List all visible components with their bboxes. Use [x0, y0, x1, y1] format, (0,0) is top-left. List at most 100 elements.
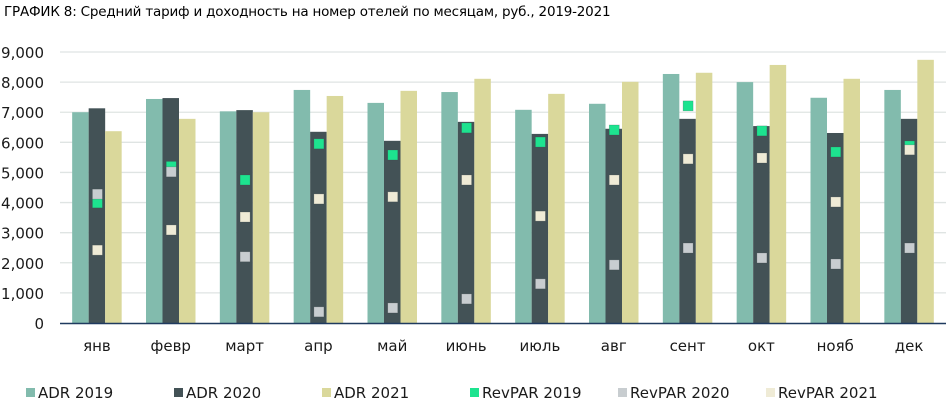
bars: [72, 59, 934, 324]
bar-adr-2019: [72, 112, 89, 323]
gridlines: [60, 51, 946, 294]
y-tick-label: 5,000: [1, 164, 44, 182]
y-tick-label: 3,000: [1, 225, 44, 243]
x-category-label: сент: [670, 337, 706, 355]
legend-label: RevPAR 2019: [482, 384, 582, 402]
x-category-label: нояб: [817, 337, 854, 355]
bar-adr-2020: [384, 140, 401, 323]
x-category-label: май: [377, 337, 407, 355]
marker-revpar-2020: [92, 188, 103, 200]
y-tick-label: 6,000: [1, 134, 44, 152]
bar-adr-2019: [515, 109, 532, 324]
bar-adr-2021: [622, 81, 639, 323]
marker-revpar-2021: [830, 196, 842, 208]
bar-adr-2020: [531, 133, 549, 323]
legend-item: RevPAR 2021: [766, 384, 878, 402]
marker-revpar-2020: [313, 306, 325, 318]
bar-adr-2020: [88, 108, 106, 324]
x-category-label: авг: [601, 337, 627, 355]
y-axis-ticks: 0 1,000 2,000 3,000 4,000 5,000 6,000 7,000 8,00…: [1, 44, 44, 333]
chart-title: ГРАФИК 8: Средний тариф и доходность на …: [4, 4, 611, 20]
x-category-label: июнь: [446, 337, 487, 355]
bar-adr-2021: [548, 93, 565, 323]
marker-revpar-2021: [608, 174, 620, 186]
x-category-label: июль: [520, 337, 561, 355]
bar-adr-2019: [810, 97, 827, 323]
marker-revpar-2019: [608, 124, 620, 136]
marker-revpar-2020: [239, 251, 251, 263]
bar-adr-2021: [400, 90, 417, 324]
bar-adr-2020: [753, 126, 770, 323]
y-tick-label: 1,000: [1, 285, 44, 303]
y-tick-label: 7,000: [1, 104, 44, 122]
bar-adr-2019: [736, 82, 754, 323]
x-category-label: янв: [83, 337, 111, 355]
y-tick-label: 4,000: [1, 195, 44, 213]
legend-item: RevPAR 2019: [470, 384, 582, 402]
bar-adr-2021: [105, 131, 122, 323]
bar-adr-2021: [252, 112, 270, 323]
marker-revpar-2020: [387, 302, 399, 314]
y-tick-label: 2,000: [1, 255, 44, 273]
marker-revpar-2021: [756, 152, 768, 164]
marker-revpar-2020: [756, 252, 768, 264]
marker-revpar-2021: [535, 210, 546, 222]
legend-label: ADR 2020: [186, 384, 261, 402]
marker-revpar-2019: [461, 122, 472, 134]
legend-swatch: [26, 388, 35, 397]
marker-revpar-2021: [165, 224, 177, 236]
bar-adr-2021: [917, 59, 934, 323]
marker-revpar-2020: [165, 166, 177, 178]
legend-label: RevPAR 2021: [778, 384, 878, 402]
bar-adr-2020: [605, 128, 622, 323]
legend-label: ADR 2019: [38, 384, 113, 402]
legend-item: ADR 2021: [322, 384, 409, 402]
legend-swatch: [470, 388, 479, 397]
bar-adr-2019: [367, 102, 384, 323]
markers: [92, 100, 915, 318]
legend-swatch: [766, 388, 775, 397]
bar-adr-2019: [662, 73, 680, 323]
marker-revpar-2021: [682, 153, 694, 165]
marker-revpar-2021: [461, 174, 472, 186]
marker-revpar-2021: [239, 211, 251, 223]
marker-revpar-2020: [535, 278, 546, 290]
marker-revpar-2020: [830, 258, 842, 270]
marker-revpar-2020: [682, 242, 694, 254]
legend-item: ADR 2020: [174, 384, 261, 402]
x-category-label: дек: [895, 337, 924, 355]
legend-swatch: [322, 388, 331, 397]
marker-revpar-2021: [904, 144, 915, 156]
legend-label: ADR 2021: [334, 384, 409, 402]
marker-revpar-2021: [313, 193, 325, 205]
marker-revpar-2019: [535, 136, 546, 148]
bar-adr-2020: [310, 131, 327, 323]
bar-adr-2019: [441, 92, 458, 323]
bar-adr-2020: [162, 98, 179, 323]
legend-item: RevPAR 2020: [618, 384, 730, 402]
bar-adr-2020: [679, 118, 696, 323]
y-tick-label: 0: [34, 315, 44, 333]
bar-adr-2020: [827, 132, 844, 323]
bar-adr-2021: [179, 118, 196, 323]
bar-adr-2021: [474, 78, 491, 323]
x-category-label: март: [225, 337, 264, 355]
marker-revpar-2020: [608, 259, 620, 271]
marker-revpar-2020: [904, 242, 915, 254]
bar-adr-2019: [293, 89, 311, 323]
bar-adr-2021: [769, 64, 787, 323]
bar-adr-2019: [219, 111, 237, 324]
marker-revpar-2019: [239, 174, 251, 186]
marker-revpar-2020: [461, 293, 472, 305]
marker-revpar-2019: [682, 100, 694, 112]
bar-adr-2019: [146, 98, 163, 324]
bar-adr-2020: [457, 121, 475, 323]
bar-adr-2021: [326, 95, 344, 323]
bar-adr-2019: [589, 103, 606, 324]
bar-adr-2019: [884, 89, 901, 323]
y-tick-label: 8,000: [1, 74, 44, 92]
marker-revpar-2021: [92, 244, 103, 256]
x-category-label: февр: [151, 337, 191, 355]
x-category-label: окт: [748, 337, 775, 355]
legend-item: ADR 2019: [26, 384, 113, 402]
